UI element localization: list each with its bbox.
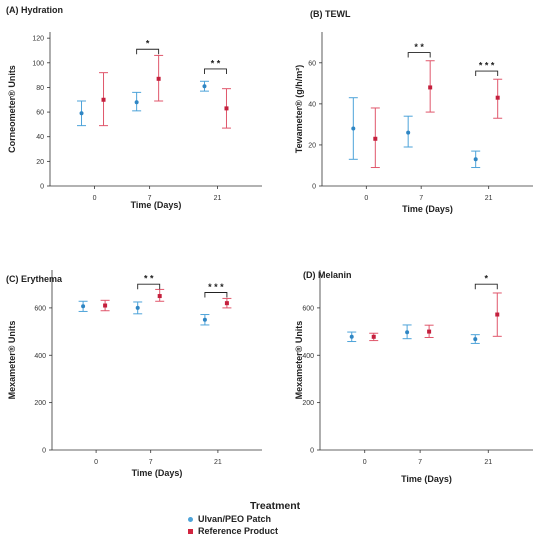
significance-bracket	[136, 48, 160, 55]
y-tick-label: 0	[42, 448, 46, 455]
data-point-ulvan	[473, 337, 478, 342]
significance-bracket	[474, 283, 498, 290]
significance-bracket	[137, 283, 161, 290]
significance-bracket	[407, 52, 431, 58]
significance-label: * *	[144, 274, 154, 284]
x-axis-label: Time (Days)	[402, 204, 453, 214]
y-tick-label: 200	[302, 400, 314, 407]
chart-panel-1: (A) Hydration 0 20 40 60 80 100 120 0 7 21 Time (Da…	[6, 5, 262, 210]
significance-label: * * *	[208, 282, 224, 292]
x-tick-label: 0	[94, 459, 98, 466]
data-point-reference	[224, 106, 229, 111]
data-point-reference	[428, 85, 433, 90]
y-tick-label: 100	[32, 60, 44, 67]
data-point-reference	[157, 294, 162, 299]
x-tick-label: 21	[484, 459, 492, 466]
data-point-reference	[103, 303, 108, 308]
data-point-reference	[495, 95, 500, 100]
y-tick-label: 200	[34, 400, 46, 407]
data-point-ulvan	[79, 111, 84, 116]
y-tick-label: 60	[308, 60, 316, 67]
y-tick-label: 20	[36, 159, 44, 166]
chart-panel-2: (B) TEWL 0 20 40 60 0 7 21 Time (Days) Tewameter®…	[294, 9, 533, 214]
y-axis-label: Mexameter® Units	[294, 321, 304, 400]
x-tick-label: 7	[149, 459, 153, 466]
panel-title: (B) TEWL	[310, 9, 351, 19]
significance-label: * *	[211, 58, 221, 68]
legend: Treatment Ulvan/PEO Patch Reference Prod…	[188, 500, 388, 537]
panel-title: (C) Erythema	[6, 274, 63, 284]
y-axis-label: Corneometer® Units	[7, 65, 17, 153]
x-tick-label: 0	[364, 195, 368, 202]
y-tick-label: 60	[36, 110, 44, 117]
y-tick-label: 40	[36, 134, 44, 141]
x-tick-label: 0	[93, 195, 97, 202]
significance-label: *	[146, 39, 150, 49]
legend-label-ulvan: Ulvan/PEO Patch	[198, 514, 272, 524]
data-point-ulvan	[81, 304, 86, 309]
y-tick-label: 400	[302, 353, 314, 360]
significance-label: * * *	[479, 61, 495, 71]
data-point-reference	[101, 97, 106, 102]
y-tick-label: 600	[302, 305, 314, 312]
data-point-ulvan	[202, 317, 207, 322]
legend-swatch-ulvan	[188, 516, 193, 522]
y-axis-label: Tewameter® (g/h/m²)	[294, 65, 304, 153]
data-point-ulvan	[202, 84, 207, 89]
legend-item-reference: Reference Product	[188, 525, 388, 537]
legend-item-ulvan: Ulvan/PEO Patch	[188, 513, 388, 525]
data-point-reference	[156, 76, 161, 81]
y-tick-label: 20	[308, 142, 316, 149]
y-tick-label: 0	[40, 184, 44, 191]
data-point-ulvan	[351, 126, 356, 131]
data-point-ulvan	[349, 334, 354, 339]
data-point-ulvan	[406, 130, 411, 135]
x-tick-label: 21	[214, 459, 222, 466]
data-point-reference	[224, 301, 229, 306]
y-tick-label: 0	[310, 448, 314, 455]
x-tick-label: 21	[214, 195, 222, 202]
significance-label: *	[485, 274, 489, 284]
x-axis-label: Time (Days)	[131, 200, 182, 210]
y-tick-label: 40	[308, 101, 316, 108]
legend-swatch-reference	[188, 528, 193, 534]
x-tick-label: 7	[418, 459, 422, 466]
panel-title: (D) Melanin	[303, 270, 352, 280]
y-tick-label: 400	[34, 353, 46, 360]
data-point-ulvan	[135, 305, 140, 310]
significance-bracket	[475, 70, 499, 77]
x-tick-label: 7	[148, 195, 152, 202]
significance-bracket	[204, 68, 227, 74]
chart-panel-4: (D) Melanin 0 200 400 600 0 7 21 Time (Days) Mexa…	[294, 270, 533, 484]
x-tick-label: 21	[485, 195, 493, 202]
chart-panel-3: (C) Erythema 0 200 400 600 0 7 21 Time (Days) Mex…	[6, 270, 262, 478]
data-point-reference	[373, 136, 378, 141]
y-tick-label: 120	[32, 36, 44, 43]
y-tick-label: 80	[36, 85, 44, 92]
data-point-reference	[495, 312, 500, 317]
data-point-ulvan	[405, 330, 410, 335]
panel-title: (A) Hydration	[6, 5, 63, 15]
x-tick-label: 7	[419, 195, 423, 202]
data-point-reference	[427, 329, 432, 334]
legend-title: Treatment	[250, 500, 301, 512]
data-point-ulvan	[134, 100, 139, 105]
y-tick-label: 600	[34, 305, 46, 312]
significance-bracket	[204, 292, 228, 298]
data-point-ulvan	[473, 157, 478, 162]
significance-label: * *	[414, 42, 424, 52]
y-tick-label: 0	[312, 184, 316, 191]
legend-label-reference: Reference Product	[198, 526, 279, 536]
y-axis-label: Mexameter® Units	[7, 321, 17, 400]
x-axis-label: Time (Days)	[401, 474, 452, 484]
x-axis-label: Time (Days)	[132, 468, 183, 478]
x-tick-label: 0	[363, 459, 367, 466]
data-point-reference	[371, 334, 376, 339]
